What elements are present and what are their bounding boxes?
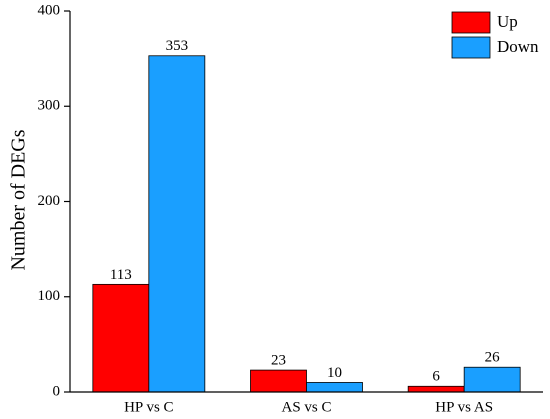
data-label: 10 [327,365,342,381]
data-label: 113 [110,267,132,283]
y-tick-label: 0 [53,383,61,399]
bar [250,369,307,393]
x-tick-label: AS vs C [281,399,331,415]
bar [148,55,206,393]
legend-label: Down [497,37,539,56]
bar [92,283,150,393]
x-tick-label: HP vs C [124,399,173,415]
y-tick-label: 300 [38,98,61,114]
x-tick-label: HP vs AS [435,399,493,415]
bar [306,382,363,393]
y-tick-label: 100 [38,288,61,304]
legend-swatch [451,36,491,59]
legend-label: Up [497,12,518,31]
bar [463,366,521,393]
y-tick-label: 200 [38,193,61,209]
data-label: 353 [166,38,189,54]
bar [407,385,465,393]
data-label: 26 [485,350,501,366]
legend-swatch [451,11,491,34]
data-label: 6 [432,369,440,385]
y-axis-label: Number of DEGs [8,129,30,270]
y-tick-label: 400 [38,2,61,18]
data-label: 23 [271,353,286,369]
